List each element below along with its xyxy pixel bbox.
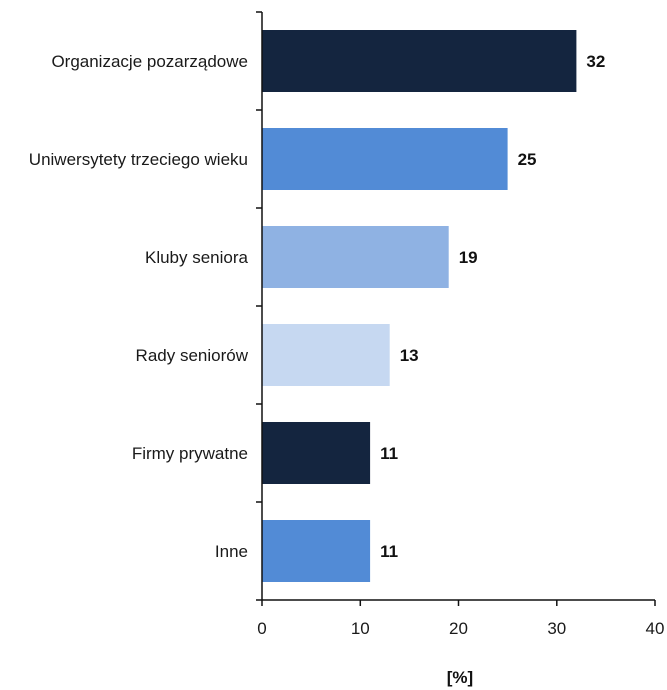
x-axis-title: [%]: [447, 668, 473, 687]
bar-4: [262, 422, 371, 484]
value-label: 19: [459, 248, 478, 267]
value-label: 11: [380, 542, 398, 561]
labels-layer: Organizacje pozarządowe 32 Uniwersytety tr…: [29, 52, 665, 638]
category-label: Rady seniorów: [136, 346, 249, 365]
bar-5: [262, 520, 371, 582]
bars-layer: [262, 30, 577, 582]
x-tick-label: 40: [646, 619, 665, 638]
value-label: 32: [586, 52, 605, 71]
value-label: 25: [518, 150, 537, 169]
x-tick-label: 30: [547, 619, 566, 638]
x-tick-label: 0: [257, 619, 266, 638]
value-label: 13: [400, 346, 419, 365]
bar-3: [262, 324, 390, 386]
category-label: Kluby seniora: [145, 248, 249, 267]
bar-1: [262, 128, 508, 190]
x-tick-label: 20: [449, 619, 468, 638]
axis-layer: [256, 11, 656, 606]
category-label: Firmy prywatne: [132, 444, 248, 463]
bar-0: [262, 30, 577, 92]
category-label: Inne: [215, 542, 248, 561]
bar-2: [262, 226, 449, 288]
category-label: Organizacje pozarządowe: [51, 52, 248, 71]
x-tick-label: 10: [351, 619, 370, 638]
value-label: 11: [380, 444, 398, 463]
category-label: Uniwersytety trzeciego wieku: [29, 150, 248, 169]
